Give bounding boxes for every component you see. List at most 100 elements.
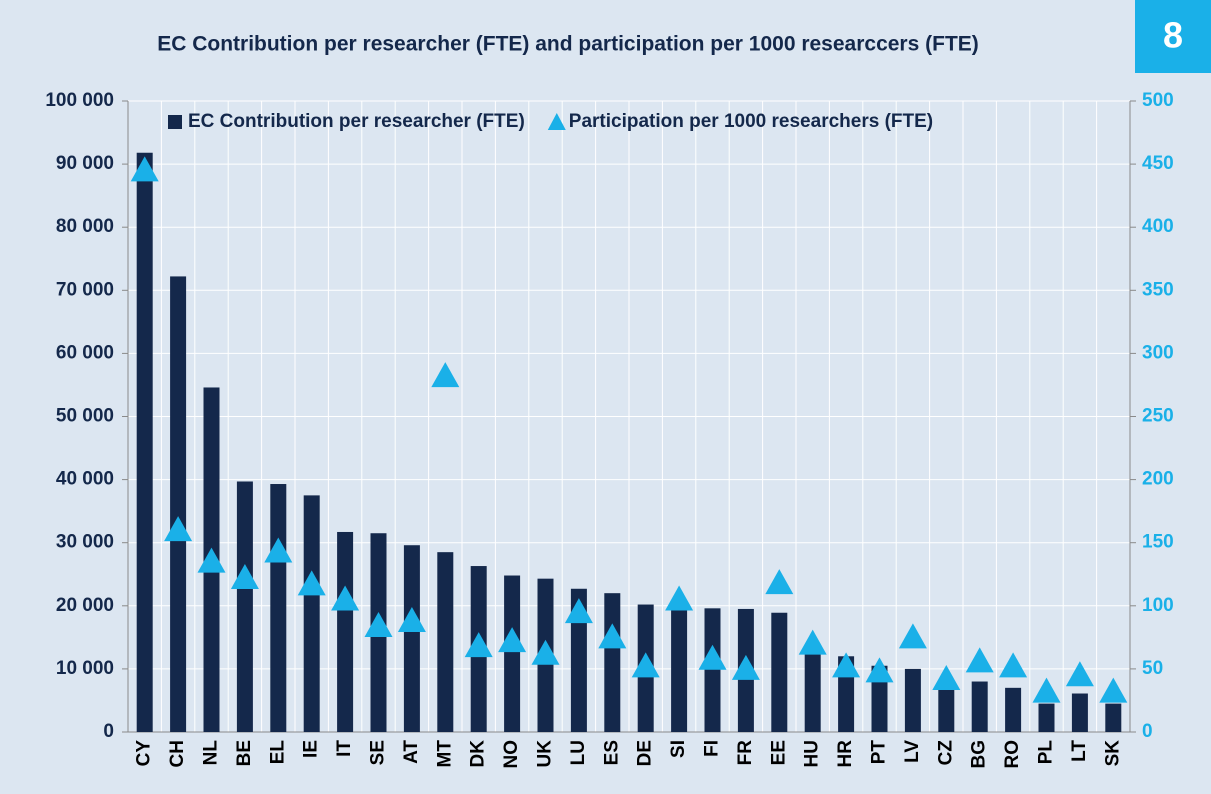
x-tick-label: SI <box>668 740 689 758</box>
bar <box>604 593 621 732</box>
y2-tick-label: 150 <box>1142 532 1174 553</box>
triangle-marker <box>1032 677 1061 703</box>
triangle-marker <box>464 632 493 658</box>
triangle-marker <box>1099 677 1128 703</box>
bar <box>337 531 354 732</box>
x-tick-label: CY <box>134 740 155 767</box>
triangle-marker <box>1065 661 1094 687</box>
bar <box>403 545 420 732</box>
triangle-marker <box>431 362 460 388</box>
x-tick-label: CZ <box>935 740 956 766</box>
y2-tick-label: 250 <box>1142 406 1174 427</box>
y2-tick-label: 0 <box>1142 721 1153 742</box>
bar <box>1105 703 1122 732</box>
bar <box>1038 703 1055 732</box>
badge-box <box>1135 0 1211 73</box>
triangle-marker <box>999 652 1028 678</box>
y2-tick-label: 450 <box>1142 153 1174 174</box>
triangle-marker <box>665 585 694 611</box>
bar <box>1071 693 1088 732</box>
triangle-marker <box>564 598 593 624</box>
y2-tick-label: 100 <box>1142 595 1174 616</box>
y2-tick-label: 50 <box>1142 658 1163 679</box>
bar <box>570 588 587 732</box>
x-tick-label: SK <box>1102 740 1123 767</box>
bar <box>504 575 521 732</box>
x-tick-label: LT <box>1069 740 1090 762</box>
bar <box>804 653 821 732</box>
triangle-marker <box>164 516 193 542</box>
x-tick-label: SE <box>368 740 389 765</box>
x-tick-label: PT <box>869 740 890 765</box>
y-tick-label: 20 000 <box>56 595 114 616</box>
x-tick-label: MT <box>434 740 455 768</box>
y-tick-label: 80 000 <box>56 216 114 237</box>
x-tick-label: UK <box>535 740 556 768</box>
bar <box>671 606 688 732</box>
x-tick-label: PL <box>1036 740 1057 765</box>
triangle-marker <box>765 569 794 595</box>
bar <box>437 552 454 732</box>
x-tick-label: NL <box>201 740 222 766</box>
x-tick-label: NO <box>501 740 522 769</box>
x-tick-label: RO <box>1002 740 1023 769</box>
y-tick-label: 60 000 <box>56 342 114 363</box>
triangle-marker <box>397 606 426 632</box>
triangle-marker <box>598 623 627 649</box>
x-tick-label: BE <box>234 740 255 766</box>
bar <box>938 687 955 732</box>
y2-tick-label: 300 <box>1142 342 1174 363</box>
legend-label: Participation per 1000 researchers (FTE) <box>569 111 933 132</box>
legend-swatch <box>168 115 182 129</box>
x-tick-label: ES <box>601 740 622 765</box>
y-tick-label: 30 000 <box>56 532 114 553</box>
y-tick-label: 0 <box>103 721 114 742</box>
bar <box>704 608 721 732</box>
x-tick-label: LV <box>902 740 923 763</box>
x-tick-label: FR <box>735 740 756 766</box>
bar <box>236 481 253 732</box>
legend-label: EC Contribution per researcher (FTE) <box>188 111 525 132</box>
triangle-marker <box>531 639 560 665</box>
triangle-marker <box>631 652 660 678</box>
x-tick-label: HR <box>835 740 856 768</box>
x-tick-label: EL <box>267 740 288 765</box>
bar <box>771 612 788 732</box>
badge: 8 <box>1163 15 1183 56</box>
triangle-marker <box>264 537 293 563</box>
y-tick-label: 40 000 <box>56 469 114 490</box>
y-tick-label: 70 000 <box>56 279 114 300</box>
triangle-marker <box>731 654 760 680</box>
bar <box>136 152 153 732</box>
x-tick-label: EE <box>768 740 789 765</box>
y-tick-label: 90 000 <box>56 153 114 174</box>
triangle-marker <box>965 647 994 673</box>
bar <box>303 495 320 732</box>
x-tick-label: DK <box>468 740 489 768</box>
x-tick-label: AT <box>401 740 422 764</box>
y-tick-label: 10 000 <box>56 658 114 679</box>
triangle-marker <box>297 570 326 596</box>
y-tick-label: 100 000 <box>45 90 114 111</box>
y2-tick-label: 200 <box>1142 469 1174 490</box>
x-tick-label: CH <box>167 740 188 767</box>
x-tick-label: LU <box>568 740 589 765</box>
y2-tick-label: 500 <box>1142 90 1174 111</box>
x-tick-label: IT <box>334 740 355 757</box>
bar <box>1005 687 1022 732</box>
x-tick-label: HU <box>802 740 823 767</box>
bar <box>971 681 988 732</box>
y-tick-label: 50 000 <box>56 406 114 427</box>
legend-swatch <box>547 113 566 130</box>
triangle-marker <box>798 629 827 655</box>
triangle-marker <box>865 657 894 683</box>
triangle-marker <box>197 547 226 573</box>
x-tick-label: IE <box>301 740 322 758</box>
x-tick-label: DE <box>635 740 656 766</box>
triangle-marker <box>932 664 961 690</box>
bar <box>270 484 287 732</box>
triangle-marker <box>331 585 360 611</box>
y2-tick-label: 400 <box>1142 216 1174 237</box>
triangle-marker <box>832 652 861 678</box>
